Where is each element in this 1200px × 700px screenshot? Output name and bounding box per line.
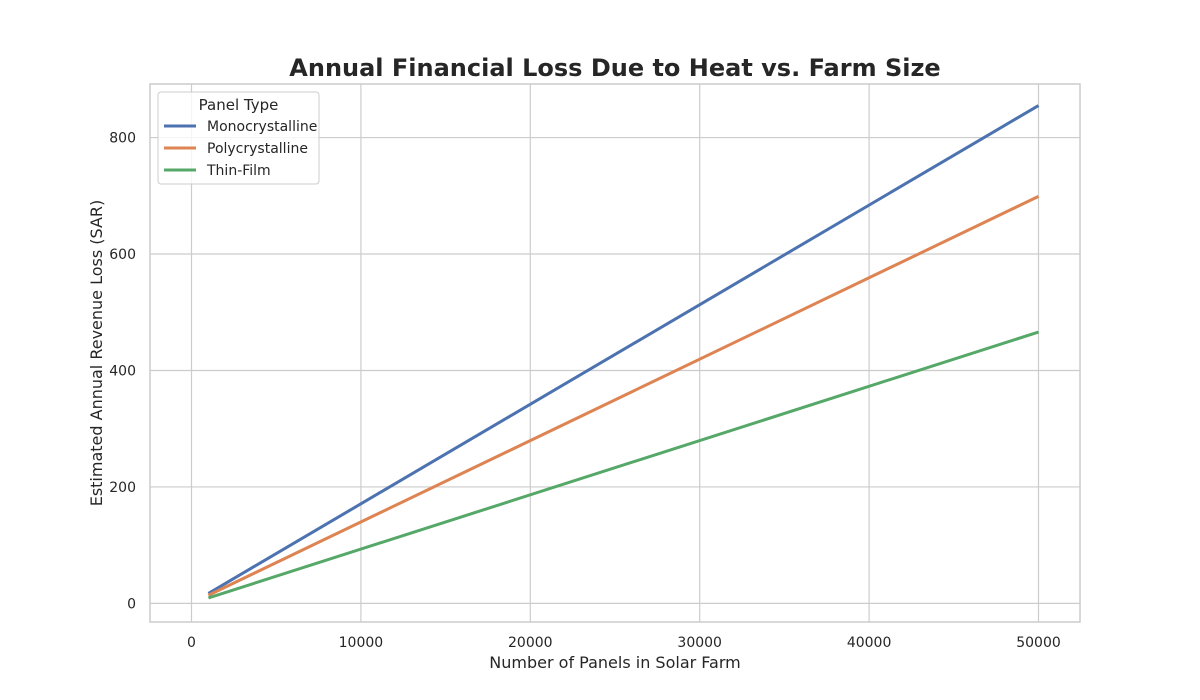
- x-tick-label: 10000: [339, 635, 384, 651]
- x-tick-label: 20000: [508, 635, 553, 651]
- series-line-thin-film: [207, 330, 1039, 600]
- legend-label: Thin-Film: [206, 163, 271, 179]
- x-tick-label: 40000: [847, 635, 892, 651]
- legend: Panel Type Monocrystalline Polycrystallin…: [157, 91, 320, 185]
- legend-label: Monocrystalline: [207, 119, 317, 135]
- y-tick-label: 600: [109, 247, 136, 263]
- x-tick-label: 30000: [677, 635, 722, 651]
- y-axis-label: Estimated Annual Revenue Loss (SAR): [87, 200, 106, 507]
- plot-frame: [149, 83, 1081, 623]
- series-layer: [207, 104, 1040, 600]
- legend-items: Monocrystalline Polycrystalline Thin-Film: [164, 119, 317, 179]
- y-tick-label: 800: [109, 131, 136, 147]
- tick-layer: 0 10000 20000 30000 40000 50000 0 200 400 600 800: [109, 131, 1061, 651]
- legend-box: [157, 91, 320, 185]
- legend-label: Polycrystalline: [207, 141, 308, 157]
- series-line-polycrystalline: [207, 195, 1040, 597]
- x-tick-label: 50000: [1016, 635, 1061, 651]
- y-tick-label: 200: [109, 480, 136, 496]
- x-tick-label: 0: [187, 635, 196, 651]
- y-tick-label: 400: [109, 363, 136, 379]
- series-line-monocrystalline: [207, 104, 1040, 595]
- legend-title: Panel Type: [199, 96, 279, 114]
- y-tick-label: 0: [127, 596, 136, 612]
- x-axis-label: Number of Panels in Solar Farm: [489, 653, 740, 672]
- chart-title: Annual Financial Loss Due to Heat vs. Fa…: [289, 54, 940, 82]
